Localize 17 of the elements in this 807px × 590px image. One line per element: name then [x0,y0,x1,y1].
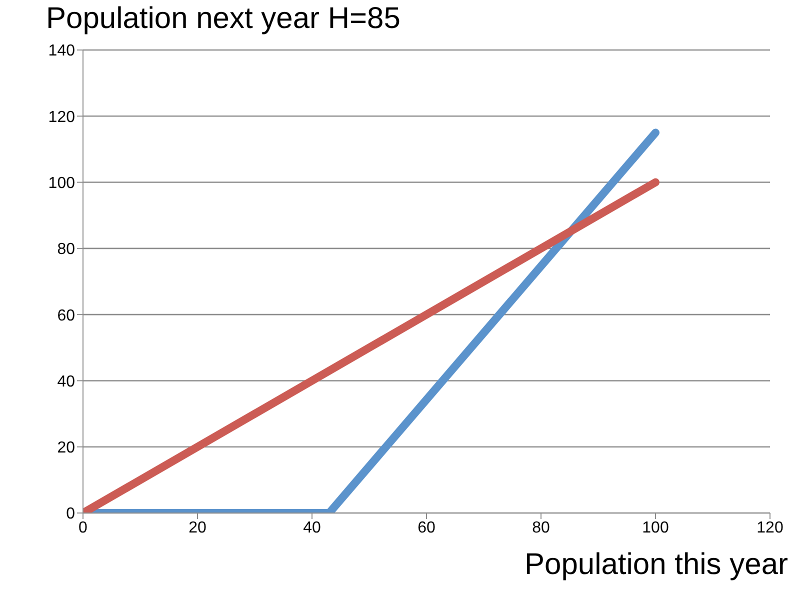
y-tick-label: 80 [57,241,76,258]
x-tick-label: 20 [188,519,206,536]
x-tick-label: 100 [642,519,669,536]
x-tick-label: 120 [756,519,784,536]
x-tick-label: 40 [303,519,321,536]
y-tick-label: 40 [57,373,76,390]
y-tick-label: 120 [48,108,76,126]
y-tick-label: 100 [48,174,76,192]
x-tick-label: 60 [418,519,436,536]
y-tick-label: 20 [57,440,76,457]
y-tick-label: 0 [66,506,76,523]
x-axis-title: Population this year [524,548,788,582]
chart-title: Population next year H=85 [46,2,400,36]
y-tick-label: 140 [48,42,76,60]
x-tick-label: 0 [78,519,88,536]
x-tick-label: 80 [532,519,550,536]
y-tick-label: 60 [57,307,76,324]
